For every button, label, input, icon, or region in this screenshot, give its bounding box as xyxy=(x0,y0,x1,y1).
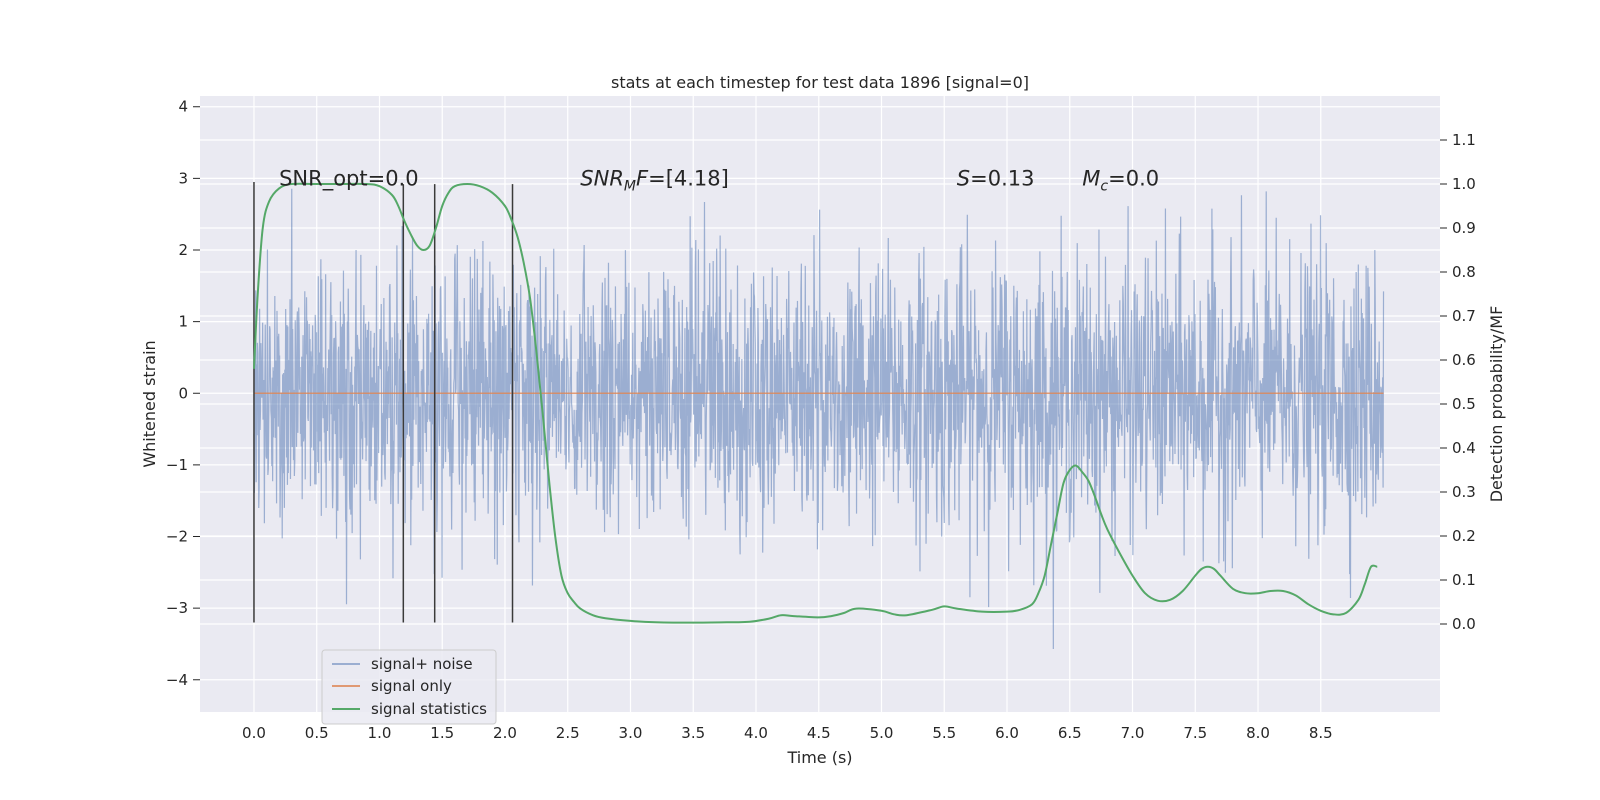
x-tick-label: 5.0 xyxy=(870,724,894,742)
x-tick-label: 1.5 xyxy=(430,724,454,742)
y2-tick-label: 0.6 xyxy=(1452,351,1476,369)
y-axis-label: Whitened strain xyxy=(140,340,159,467)
y2-tick-label: 0.3 xyxy=(1452,483,1476,501)
x-axis-ticks: 0.0 0.5 1.0 1.5 2.0 2.5 3.0 3.5 4.0 4.5 5.0 5.5 6.0 6… xyxy=(242,724,1333,742)
y2-tick-label: 0.5 xyxy=(1452,395,1476,413)
annotation-mc-value: =0.0 xyxy=(1108,167,1159,191)
x-tick-label: 1.0 xyxy=(368,724,392,742)
y-tick-label: 4 xyxy=(178,98,188,116)
annotation-snr-opt: SNR_opt=0.0 xyxy=(279,167,419,192)
annotation-snr-mf-value: =[4.18] xyxy=(648,167,729,191)
legend-label-signal-noise: signal+ noise xyxy=(371,655,473,673)
vertical-markers xyxy=(253,181,514,623)
legend-box xyxy=(321,649,497,725)
y2-tick-label: 0.8 xyxy=(1452,263,1476,281)
y-tick-label: −1 xyxy=(166,456,188,474)
x-tick-label: 4.5 xyxy=(807,724,831,742)
x-tick-label: 2.0 xyxy=(493,724,517,742)
annotation-s-value: =0.13 xyxy=(970,167,1034,191)
annotation-snr-mf: SNRMF=[4.18] xyxy=(580,167,729,195)
series-signal-statistics xyxy=(252,182,1378,624)
annotation-s-symbol: S xyxy=(957,167,970,191)
x-tick-label: 0.5 xyxy=(305,724,329,742)
legend: signal+ noise signal only signal statist… xyxy=(321,649,497,725)
y2-tick-label: 0.0 xyxy=(1452,615,1476,633)
annotation-s-stat: S=0.13 xyxy=(957,167,1035,191)
x-tick-label: 8.5 xyxy=(1309,724,1333,742)
plot-content xyxy=(252,181,1385,650)
x-tick-label: 5.5 xyxy=(932,724,956,742)
annotation-mc-sub: c xyxy=(1100,179,1108,195)
annotation-mc: Mc=0.0 xyxy=(1082,167,1159,195)
y-axis-ticks: −4 −3 −2 −1 0 1 2 3 4 xyxy=(166,98,200,689)
y-tick-label: 3 xyxy=(178,169,188,187)
y-tick-label: −4 xyxy=(166,671,188,689)
x-tick-label: 3.5 xyxy=(681,724,705,742)
x-tick-label: 2.5 xyxy=(556,724,580,742)
x-tick-label: 6.0 xyxy=(995,724,1019,742)
y-tick-label: −3 xyxy=(166,599,188,617)
x-tick-label: 6.5 xyxy=(1058,724,1082,742)
x-tick-label: 0.0 xyxy=(242,724,266,742)
y2-axis-ticks: 0.0 0.1 0.2 0.3 0.4 0.5 0.6 0.7 0.8 0.9 1.0 1.1 xyxy=(1440,131,1476,633)
legend-label-signal-statistics: signal statistics xyxy=(371,700,487,718)
y-tick-label: 1 xyxy=(178,313,188,331)
annotation-snr-mf-sub: M xyxy=(624,179,636,195)
y2-tick-label: 0.1 xyxy=(1452,571,1476,589)
series-signal-noise xyxy=(253,188,1385,650)
x-tick-label: 8.0 xyxy=(1246,724,1270,742)
y2-tick-label: 0.7 xyxy=(1452,307,1476,325)
y2-axis-label: Detection probability/MF xyxy=(1487,306,1506,503)
y2-tick-label: 0.4 xyxy=(1452,439,1476,457)
y2-tick-label: 1.1 xyxy=(1452,131,1476,149)
annotation-mc-symbol: M xyxy=(1082,167,1100,191)
y2-tick-label: 1.0 xyxy=(1452,175,1476,193)
annotation-snr-mf-pre: SNR xyxy=(580,167,624,191)
legend-label-signal-only: signal only xyxy=(371,677,452,695)
x-tick-label: 4.0 xyxy=(744,724,768,742)
y-tick-label: 2 xyxy=(178,241,188,259)
y2-tick-label: 0.2 xyxy=(1452,527,1476,545)
y-tick-label: −2 xyxy=(166,528,188,546)
y2-tick-label: 0.9 xyxy=(1452,219,1476,237)
x-tick-label: 7.5 xyxy=(1183,724,1207,742)
x-axis-label: Time (s) xyxy=(786,748,852,767)
y-tick-label: 0 xyxy=(178,384,188,402)
annotation-snr-mf-mid: F xyxy=(636,167,649,191)
chart-title: stats at each timestep for test data 189… xyxy=(611,73,1029,92)
annotations: SNR_opt=0.0 SNRMF=[4.18] S=0.13 Mc=0.0 xyxy=(279,167,1159,195)
x-tick-label: 7.0 xyxy=(1121,724,1145,742)
x-tick-label: 3.0 xyxy=(619,724,643,742)
